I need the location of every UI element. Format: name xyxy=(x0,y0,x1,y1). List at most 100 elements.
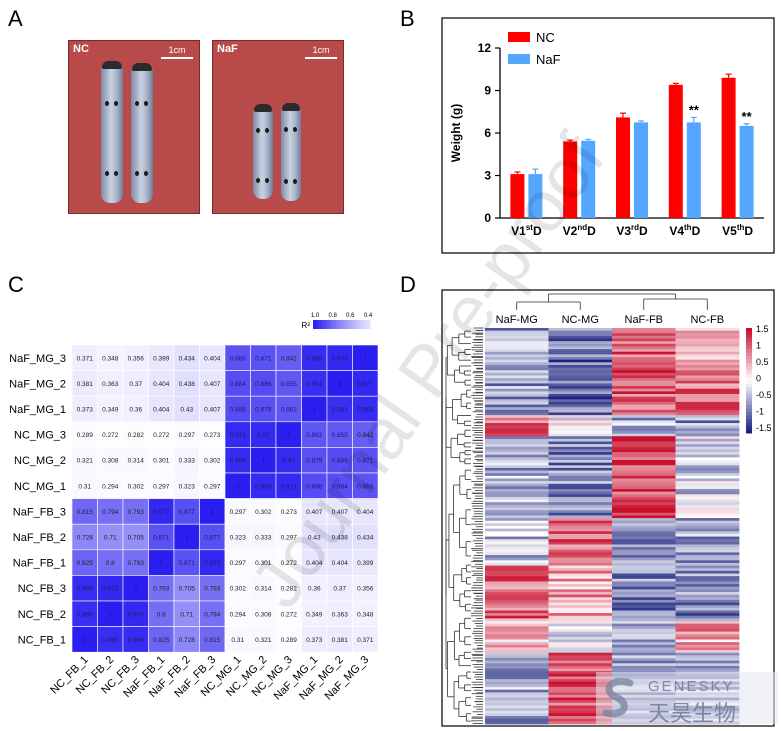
heatmap-cell xyxy=(548,650,613,654)
heatmap-cell xyxy=(301,344,328,371)
bar xyxy=(686,122,701,218)
heatmap-cell xyxy=(485,665,549,669)
heatmap-cell xyxy=(326,498,353,525)
cell-value: 0.793 xyxy=(128,560,145,567)
heatmap-cell xyxy=(675,592,740,596)
heatmap-cell xyxy=(485,650,549,654)
heatmap-cell xyxy=(612,346,676,350)
heatmap-cell xyxy=(326,600,353,627)
heatmap-cell xyxy=(224,370,251,397)
heatmap-cell xyxy=(275,523,302,551)
heatmap-cell xyxy=(675,507,740,511)
heatmap-cell xyxy=(485,533,549,537)
heatmap-cell xyxy=(675,483,740,487)
cell-value: 0.323 xyxy=(230,535,247,542)
heatmap-cell xyxy=(612,626,676,630)
heatmap-cell xyxy=(224,472,251,499)
heatmap-cell xyxy=(485,446,549,450)
cell-value: 0.381 xyxy=(332,637,349,644)
heatmap-cell xyxy=(326,523,353,551)
heatmap-cell xyxy=(675,452,740,456)
heatmap-cell xyxy=(148,626,175,653)
heatmap-cell xyxy=(485,394,549,398)
heatmap-cell xyxy=(485,552,549,556)
heatmap-cell xyxy=(675,399,740,403)
heatmap-cell xyxy=(485,462,549,466)
significance-mark: ** xyxy=(742,109,753,124)
heatmap-cell xyxy=(122,421,149,448)
heatmap-cell xyxy=(675,597,740,601)
cell-value: 0.966 xyxy=(306,355,323,362)
heatmap-cell xyxy=(548,594,613,598)
heatmap-cell xyxy=(71,344,98,371)
heatmap-cell xyxy=(612,636,676,640)
heatmap-cell xyxy=(675,346,740,350)
heatmap-cell xyxy=(485,515,549,519)
heatmap-cell xyxy=(548,607,613,611)
heatmap-cell xyxy=(612,655,676,659)
colorbar-segment xyxy=(746,391,752,395)
heatmap-cell xyxy=(122,600,149,627)
heatmap-cell xyxy=(612,330,676,334)
heatmap-cell xyxy=(612,615,676,619)
heatmap-cell xyxy=(485,454,549,458)
colorbar-tick: 0.4 xyxy=(364,313,373,319)
cell-value: 0.862 xyxy=(281,407,298,414)
bar xyxy=(721,77,736,218)
bar xyxy=(668,84,683,218)
larva-naf-1 xyxy=(253,104,273,199)
heatmap-cell xyxy=(612,378,676,382)
heatmap-cell xyxy=(675,570,740,574)
heatmap-cell xyxy=(224,575,251,602)
heatmap-cell xyxy=(675,512,740,516)
heatmap-cell xyxy=(548,628,613,632)
heatmap-cell xyxy=(548,610,613,614)
legend-swatch xyxy=(508,54,530,64)
heatmap-cell xyxy=(485,721,549,725)
colorbar-segment xyxy=(358,320,362,329)
heatmap-cell xyxy=(122,575,149,602)
heatmap-cell xyxy=(675,401,740,405)
heatmap-cell xyxy=(485,663,549,667)
heatmap-cell xyxy=(122,447,149,474)
heatmap-cell xyxy=(548,539,613,543)
heatmap-cell xyxy=(485,660,549,664)
heatmap-cell xyxy=(612,367,676,371)
heatmap-cell xyxy=(548,401,613,405)
heatmap-cell xyxy=(548,335,613,339)
heatmap-cell xyxy=(485,549,549,553)
heatmap-cell xyxy=(675,533,740,537)
colorbar-segment xyxy=(746,384,752,388)
heatmap-cell xyxy=(485,504,549,508)
heatmap-cell xyxy=(675,391,740,395)
heatmap-cell xyxy=(675,375,740,379)
heatmap-cell xyxy=(548,388,613,392)
heatmap-cell xyxy=(612,573,676,577)
cell-value: 1 xyxy=(287,432,291,439)
heatmap-cell xyxy=(485,644,549,648)
heatmap-cell xyxy=(173,575,200,602)
heatmap-cell xyxy=(548,597,613,601)
cell-value: 0.877 xyxy=(179,509,196,516)
heatmap-cell xyxy=(612,428,676,432)
heatmap-cell xyxy=(548,523,613,527)
heatmap-cell xyxy=(199,447,226,474)
heatmap-cell xyxy=(199,472,226,499)
cell-value: 0.886 xyxy=(255,381,272,388)
heatmap-cell xyxy=(612,650,676,654)
heatmap-cell xyxy=(548,383,613,387)
heatmap-cell xyxy=(675,562,740,566)
heatmap-cell xyxy=(548,470,613,474)
x-tick-label: V2ndD xyxy=(563,223,596,238)
heatmap-cell xyxy=(675,441,740,445)
heatmap-cell xyxy=(485,502,549,506)
legend-swatch xyxy=(508,32,530,42)
heatmap-cell xyxy=(485,465,549,469)
heatmap-cell xyxy=(675,599,740,603)
cell-value: 0.289 xyxy=(77,432,94,439)
cell-value: 0.855 xyxy=(281,381,298,388)
cell-value: 0.969 xyxy=(255,483,272,490)
heatmap-cell xyxy=(485,594,549,598)
heatmap-cell xyxy=(612,349,676,353)
heatmap-cell xyxy=(612,547,676,551)
